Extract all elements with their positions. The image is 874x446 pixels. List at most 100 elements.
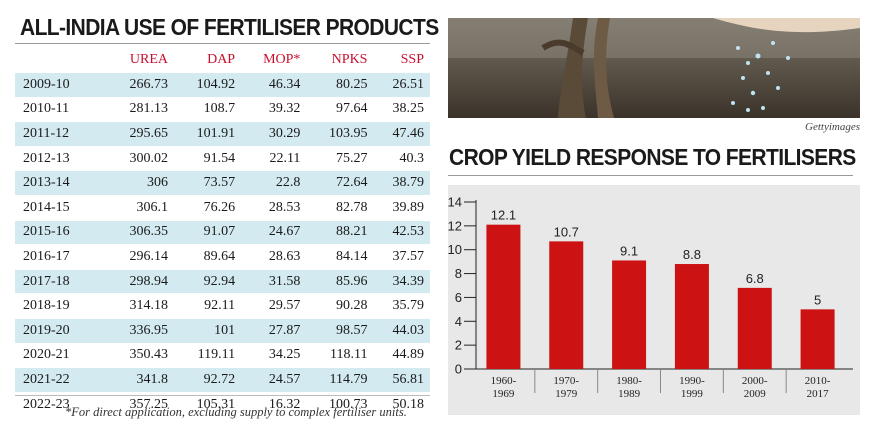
bar [674, 264, 709, 369]
table-row: 2015-16 306.35 91.07 24.67 88.21 42.53 [15, 220, 430, 246]
table-cell: 336.95 [107, 318, 175, 344]
x-tick-label: 2000- [742, 375, 768, 387]
table-title: ALL-INDIA USE OF FERTILISER PRODUCTS [20, 15, 439, 41]
table-cell: 16.32 [241, 392, 307, 418]
bar-value-label: 9.1 [620, 243, 638, 258]
table-cell: 92.11 [174, 293, 242, 319]
table-cell: 92.94 [174, 269, 242, 295]
table-row: 2018-19 314.18 92.11 29.57 90.28 35.79 [15, 293, 430, 319]
row-year: 2015-16 [15, 220, 107, 246]
x-tick-label: 2010- [805, 375, 831, 387]
table-cell: 46.34 [241, 73, 307, 98]
table-row: 2011-12 295.65 101.91 30.29 103.95 47.46 [15, 121, 430, 147]
bar [737, 287, 772, 369]
table-cell: 101 [174, 318, 242, 344]
x-tick-label: 1960- [491, 375, 517, 387]
row-year: 2017-18 [15, 269, 107, 295]
table-cell: 47.46 [373, 121, 430, 147]
table-cell: 38.25 [373, 97, 430, 123]
header-ssp: SSP [400, 52, 424, 67]
table-cell: 30.29 [241, 121, 307, 147]
table-cell: 266.73 [107, 73, 175, 98]
table-cell: 118.11 [306, 343, 374, 369]
table-cell: 37.57 [373, 244, 430, 270]
header-npks: NPKS [331, 52, 368, 67]
y-tick-label: 8 [455, 266, 462, 281]
table-cell: 39.89 [373, 195, 430, 221]
bar-chart: 0 2 4 6 8 10 12 14 12.1 1960- 1969 10.7 1970- 1979 9.1… [448, 185, 860, 415]
x-tick-label: 1970- [553, 375, 579, 387]
footnote: *For direct application, excluding suppl… [65, 405, 407, 419]
row-year: 2014-15 [15, 195, 107, 221]
bar-value-label: 5 [814, 292, 821, 307]
table-cell: 75.27 [306, 146, 374, 172]
table-row: 2022-23 357.25 105.31 16.32 100.73 50.18 [15, 392, 430, 418]
row-year: 2013-14 [15, 170, 107, 196]
row-year: 2009-10 [15, 73, 107, 98]
table-cell: 100.73 [306, 392, 374, 418]
x-tick-label: 1999 [681, 388, 704, 400]
row-year: 2020-21 [15, 343, 107, 369]
table-cell: 29.57 [241, 293, 307, 319]
table-cell: 357.25 [107, 392, 175, 418]
table-row: 2012-13 300.02 91.54 22.11 75.27 40.3 [15, 146, 430, 172]
table-cell: 88.21 [306, 220, 374, 246]
table-cell: 44.89 [373, 343, 430, 369]
table-cell: 103.95 [306, 121, 374, 147]
table-cell: 97.64 [306, 97, 374, 123]
table-cell: 28.53 [241, 195, 307, 221]
table-cell: 306 [107, 170, 175, 196]
table-cell: 350.43 [107, 343, 175, 369]
bar [800, 309, 835, 369]
table-row: 2013-14 306 73.57 22.8 72.64 38.79 [15, 170, 430, 196]
table-cell: 84.14 [306, 244, 374, 270]
table-row: 2020-21 350.43 119.11 34.25 118.11 44.89 [15, 343, 430, 369]
table-cell: 82.78 [306, 195, 374, 221]
table-cell: 314.18 [107, 293, 175, 319]
x-tick-label: 1989 [618, 388, 641, 400]
table-row: 2010-11 281.13 108.7 39.32 97.64 38.25 [15, 97, 430, 123]
table-cell: 28.63 [241, 244, 307, 270]
table-cell: 306.35 [107, 220, 175, 246]
table-cell: 90.28 [306, 293, 374, 319]
table-cell: 108.7 [174, 97, 242, 123]
table-cell: 89.64 [174, 244, 242, 270]
row-year: 2019-20 [15, 318, 107, 344]
table-cell: 281.13 [107, 97, 175, 123]
bar [612, 260, 647, 369]
bar [486, 224, 521, 369]
table-cell: 26.51 [373, 73, 430, 98]
table-cell: 35.79 [373, 293, 430, 319]
y-tick-label: 14 [448, 195, 462, 210]
bar [549, 241, 584, 369]
table-header-row: UREA DAP MOP* NPKS SSP [15, 47, 430, 73]
table-cell: 31.58 [241, 269, 307, 295]
y-tick-label: 6 [455, 290, 462, 305]
table-row: 2017-18 298.94 92.94 31.58 85.96 34.39 [15, 269, 430, 295]
bar-value-label: 12.1 [491, 208, 516, 223]
bar-value-label: 8.8 [683, 247, 701, 262]
table-row: 2014-15 306.1 76.26 28.53 82.78 39.89 [15, 195, 430, 221]
x-tick-label: 1990- [679, 375, 705, 387]
table-cell: 105.31 [174, 392, 242, 418]
bar-value-label: 6.8 [746, 271, 764, 286]
row-year: 2022-23 [15, 392, 107, 418]
table-cell: 80.25 [306, 73, 374, 98]
table-cell: 91.54 [174, 146, 242, 172]
table-cell: 92.72 [174, 367, 242, 393]
x-tick-label: 1969 [492, 388, 515, 400]
table-cell: 76.26 [174, 195, 242, 221]
table-cell: 85.96 [306, 269, 374, 295]
table-cell: 56.81 [373, 367, 430, 393]
x-tick-label: 2017 [807, 388, 830, 400]
row-year: 2012-13 [15, 146, 107, 172]
table-cell: 298.94 [107, 269, 175, 295]
chart-title: CROP YIELD RESPONSE TO FERTILISERS [449, 145, 856, 171]
bar-chart-svg: 0 2 4 6 8 10 12 14 12.1 1960-1969 10.7 1970-1979 9.1… [448, 195, 853, 400]
fertiliser-photo [448, 18, 860, 118]
x-tick-label: 2009 [744, 388, 767, 400]
y-tick-label: 10 [448, 242, 462, 257]
table-row: 2016-17 296.14 89.64 28.63 84.14 37.57 [15, 244, 430, 270]
table-cell: 34.39 [373, 269, 430, 295]
row-year: 2018-19 [15, 293, 107, 319]
